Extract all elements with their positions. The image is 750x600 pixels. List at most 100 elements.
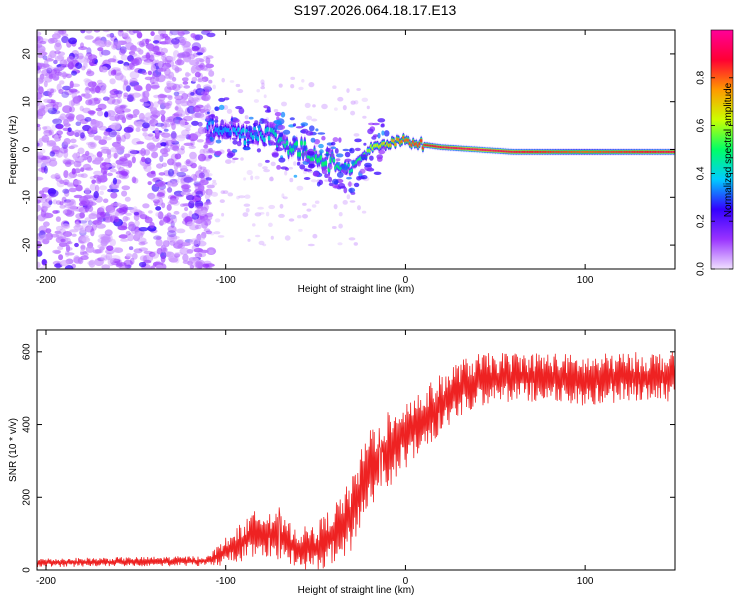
noise-blob — [135, 121, 145, 128]
noise-blob — [51, 145, 61, 153]
ridge-blob — [321, 168, 328, 175]
ridge-blob — [348, 181, 352, 187]
noise-blob — [281, 193, 285, 198]
noise-blob — [164, 36, 171, 45]
noise-blob — [219, 199, 225, 204]
noise-blob — [115, 262, 123, 268]
noise-blob — [155, 260, 161, 266]
ridge-blob — [295, 126, 304, 129]
ridge-cell — [266, 126, 269, 132]
noise-blob — [132, 177, 139, 184]
noise-blob — [117, 60, 124, 64]
noise-blob — [104, 229, 113, 236]
noise-blob — [97, 103, 107, 110]
noise-blob — [147, 181, 152, 186]
ridge-blob — [324, 173, 330, 179]
noise-blob — [181, 77, 189, 82]
noise-blob — [100, 205, 105, 211]
noise-blob — [187, 93, 192, 97]
noise-blob — [84, 204, 90, 213]
noise-blob — [204, 215, 213, 221]
noise-blob — [123, 132, 131, 140]
ridge-blob — [260, 118, 268, 122]
noise-blob — [68, 187, 77, 193]
noise-blob — [155, 238, 163, 247]
noise-blob — [37, 199, 42, 204]
ridge-blob — [248, 116, 254, 120]
noise-blob — [155, 206, 162, 211]
ridge-blob — [338, 137, 342, 143]
noise-blob — [190, 92, 195, 96]
noise-blob — [37, 62, 45, 67]
spectrogram-image — [37, 30, 675, 269]
spectrogram-y-ticks: -20 -10 0 10 20 — [22, 48, 675, 252]
noise-blob — [314, 200, 320, 204]
noise-blob — [361, 210, 367, 214]
noise-blob — [114, 211, 120, 217]
noise-blob — [131, 252, 138, 260]
noise-blob — [160, 148, 168, 155]
noise-blob — [37, 70, 44, 74]
noise-blob — [240, 157, 244, 161]
noise-blob — [65, 252, 75, 256]
noise-blob — [37, 123, 41, 128]
noise-blob — [164, 214, 170, 219]
ridge-blob — [257, 125, 262, 129]
noise-blob — [282, 196, 288, 200]
noise-blob — [260, 79, 265, 85]
noise-blob — [76, 55, 86, 63]
noise-blob — [63, 118, 70, 126]
noise-blob — [126, 94, 134, 102]
noise-blob — [217, 235, 225, 238]
ridge-blob — [278, 132, 284, 138]
noise-blob — [192, 52, 198, 58]
noise-blob — [118, 234, 128, 239]
noise-blob — [136, 31, 143, 39]
ridge-blob — [341, 164, 349, 171]
noise-blob — [49, 151, 55, 157]
noise-blob — [143, 259, 152, 264]
noise-blob — [142, 203, 150, 209]
noise-blob — [42, 160, 50, 164]
noise-blob — [153, 101, 159, 108]
ridge-blob — [296, 161, 301, 166]
noise-blob — [87, 220, 93, 226]
noise-blob — [169, 30, 180, 36]
noise-blob — [281, 101, 287, 107]
noise-blob — [200, 91, 208, 95]
noise-blob — [160, 114, 166, 123]
noise-blob — [293, 161, 297, 166]
noise-blob — [166, 251, 175, 258]
noise-blob — [154, 202, 159, 207]
noise-blob — [128, 221, 135, 228]
noise-blob — [135, 231, 141, 238]
noise-blob — [58, 66, 65, 71]
noise-blob — [55, 216, 62, 222]
noise-blob — [170, 120, 175, 126]
noise-blob — [55, 150, 64, 158]
noise-blob — [79, 105, 84, 112]
noise-blob — [109, 93, 118, 98]
noise-blob — [65, 73, 72, 79]
noise-blob — [138, 241, 146, 246]
snr-frame — [36, 329, 676, 571]
noise-blob — [155, 212, 161, 217]
ridge-blob — [215, 151, 222, 156]
noise-blob — [48, 200, 53, 206]
ridge-blob — [377, 156, 383, 162]
ridge-blob — [324, 153, 331, 157]
ridge-blob — [247, 125, 253, 132]
noise-blob — [346, 194, 351, 200]
ridge-blob — [346, 176, 352, 180]
noise-blob — [183, 176, 194, 183]
spectrogram-y-tick-label: 20 — [22, 48, 33, 60]
ridge-blob — [206, 111, 210, 115]
noise-blob — [191, 76, 198, 82]
noise-blob — [127, 149, 137, 157]
noise-blob — [114, 113, 120, 122]
noise-blob — [157, 211, 164, 220]
noise-blob — [75, 184, 83, 192]
noise-blob — [118, 30, 124, 33]
noise-blob — [186, 221, 195, 226]
noise-blob — [77, 52, 84, 60]
